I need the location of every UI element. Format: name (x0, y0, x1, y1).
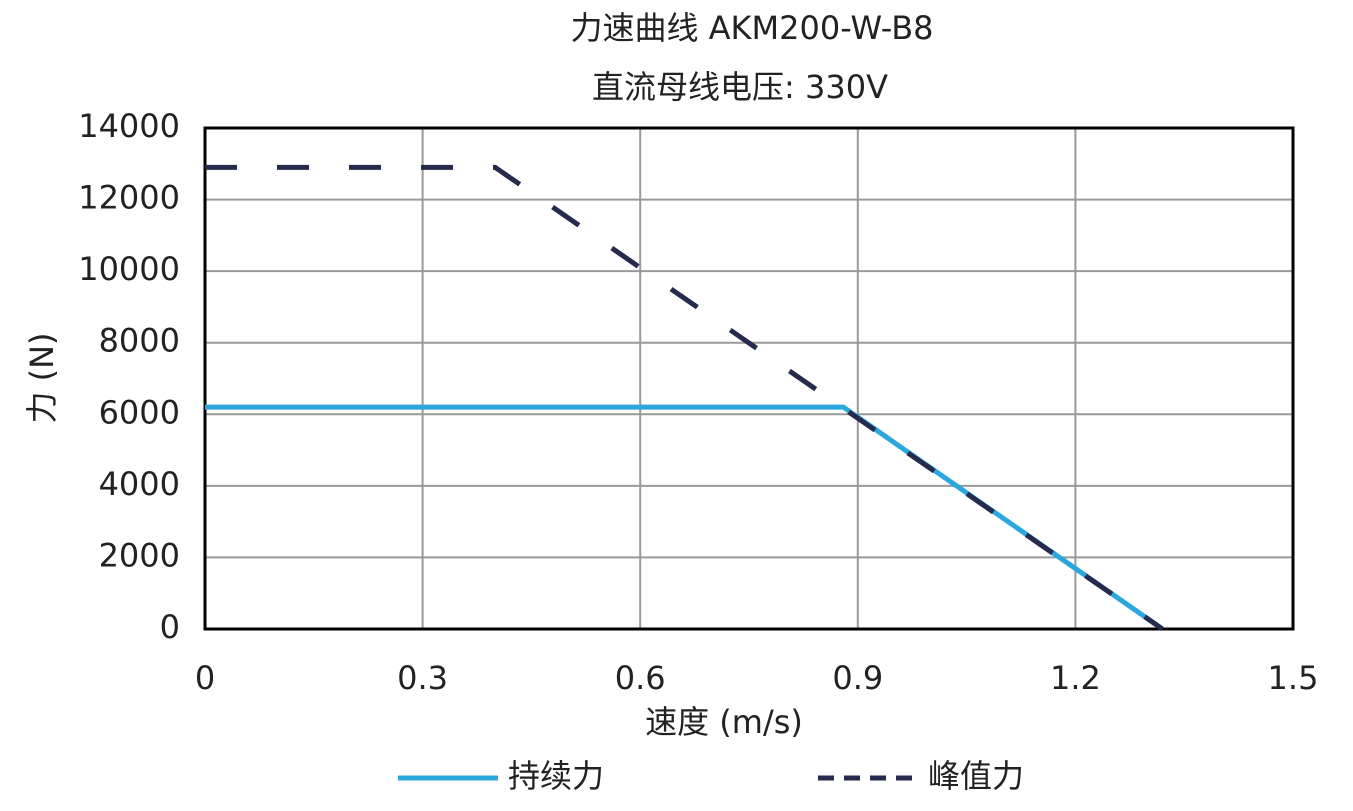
x-tick-label: 0.6 (615, 659, 666, 697)
y-tick-label: 14000 (78, 107, 180, 145)
plot-frame (203, 126, 1295, 631)
y-tick-label: 2000 (99, 536, 180, 574)
y-tick-label: 6000 (99, 393, 180, 431)
series-line (205, 164, 1164, 632)
x-tick-label: 0 (195, 659, 215, 697)
x-tick-label: 1.2 (1050, 659, 1101, 697)
y-axis-label: 力 (N) (23, 332, 61, 423)
y-tick-label: 0 (160, 608, 180, 646)
y-tick-label: 10000 (78, 250, 180, 288)
chart-subtitle: 直流母线电压: 330V (592, 68, 888, 106)
x-tick-label: 0.3 (397, 659, 448, 697)
x-tick-label: 0.9 (832, 659, 883, 697)
y-tick-label: 12000 (78, 179, 180, 217)
y-tick-label: 4000 (99, 465, 180, 503)
legend-label: 峰值力 (928, 757, 1024, 795)
legend-label: 持续力 (508, 757, 604, 795)
series-line (205, 404, 1164, 632)
y-tick-label: 8000 (99, 322, 180, 360)
chart-title: 力速曲线 AKM200-W-B8 (570, 9, 933, 47)
x-tick-label: 1.5 (1268, 659, 1319, 697)
x-axis-label: 速度 (m/s) (645, 703, 803, 741)
